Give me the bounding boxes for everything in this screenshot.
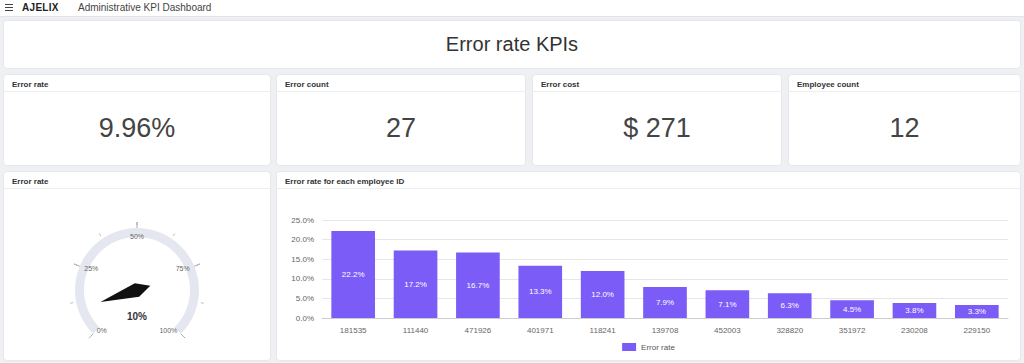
html-text:Error rate KPIs: Error rate KPIs <box>445 33 579 55</box>
svg-text:22.2%: 22.2% <box>342 270 365 279</box>
svg-text:17.2%: 17.2% <box>404 280 427 289</box>
svg-text:4.5%: 4.5% <box>843 305 861 314</box>
html-text:12: 12 <box>889 113 920 143</box>
svg-text:12.0%: 12.0% <box>591 290 614 299</box>
svg-text:10.0%: 10.0% <box>291 274 314 283</box>
svg-text:13.3%: 13.3% <box>529 287 552 296</box>
svg-text:16.7%: 16.7% <box>467 281 490 290</box>
html-text:Error rate: Error rate <box>12 177 49 186</box>
svg-text:139708: 139708 <box>652 326 679 335</box>
svg-text:25.0%: 25.0% <box>291 216 314 225</box>
svg-text:5.0%: 5.0% <box>296 294 314 303</box>
html-text:Error rate: Error rate <box>12 80 49 89</box>
html-text:Error cost: Error cost <box>541 80 580 89</box>
svg-text:230208: 230208 <box>901 326 928 335</box>
svg-text:452003: 452003 <box>714 326 741 335</box>
html-text:9.96%: 9.96% <box>98 113 176 143</box>
html-text:$ 271: $ 271 <box>623 113 691 143</box>
svg-text:0%: 0% <box>97 327 107 334</box>
html-text:Error rate for each employee I: Error rate for each employee ID <box>285 177 405 186</box>
svg-text:50%: 50% <box>130 233 144 240</box>
svg-text:7.9%: 7.9% <box>656 298 674 307</box>
svg-text:10%: 10% <box>127 311 147 322</box>
svg-text:401971: 401971 <box>527 326 554 335</box>
html-text:27: 27 <box>386 113 416 143</box>
html-text:Error count: Error count <box>285 80 329 89</box>
svg-text:181535: 181535 <box>340 326 367 335</box>
svg-text:7.1%: 7.1% <box>718 300 736 309</box>
svg-text:328820: 328820 <box>776 326 803 335</box>
svg-text:6.3%: 6.3% <box>781 301 799 310</box>
svg-text:3.8%: 3.8% <box>905 306 923 315</box>
svg-text:Error rate: Error rate <box>641 343 675 352</box>
svg-text:351972: 351972 <box>839 326 866 335</box>
html-text:AJELIX: AJELIX <box>22 2 59 13</box>
svg-text:111440: 111440 <box>403 326 429 335</box>
svg-text:471926: 471926 <box>465 326 492 335</box>
svg-text:75%: 75% <box>176 265 190 272</box>
html-text:Administrative KPI Dashboard: Administrative KPI Dashboard <box>78 2 212 13</box>
html-text:Employee count: Employee count <box>797 80 859 89</box>
svg-text:118241: 118241 <box>590 326 617 335</box>
svg-text:25%: 25% <box>84 265 98 272</box>
svg-text:15.0%: 15.0% <box>291 255 314 264</box>
svg-text:100%: 100% <box>159 327 177 334</box>
svg-text:20.0%: 20.0% <box>291 235 314 244</box>
svg-text:3.3%: 3.3% <box>968 307 986 316</box>
svg-text:229150: 229150 <box>963 326 990 335</box>
svg-text:0.0%: 0.0% <box>296 314 314 323</box>
